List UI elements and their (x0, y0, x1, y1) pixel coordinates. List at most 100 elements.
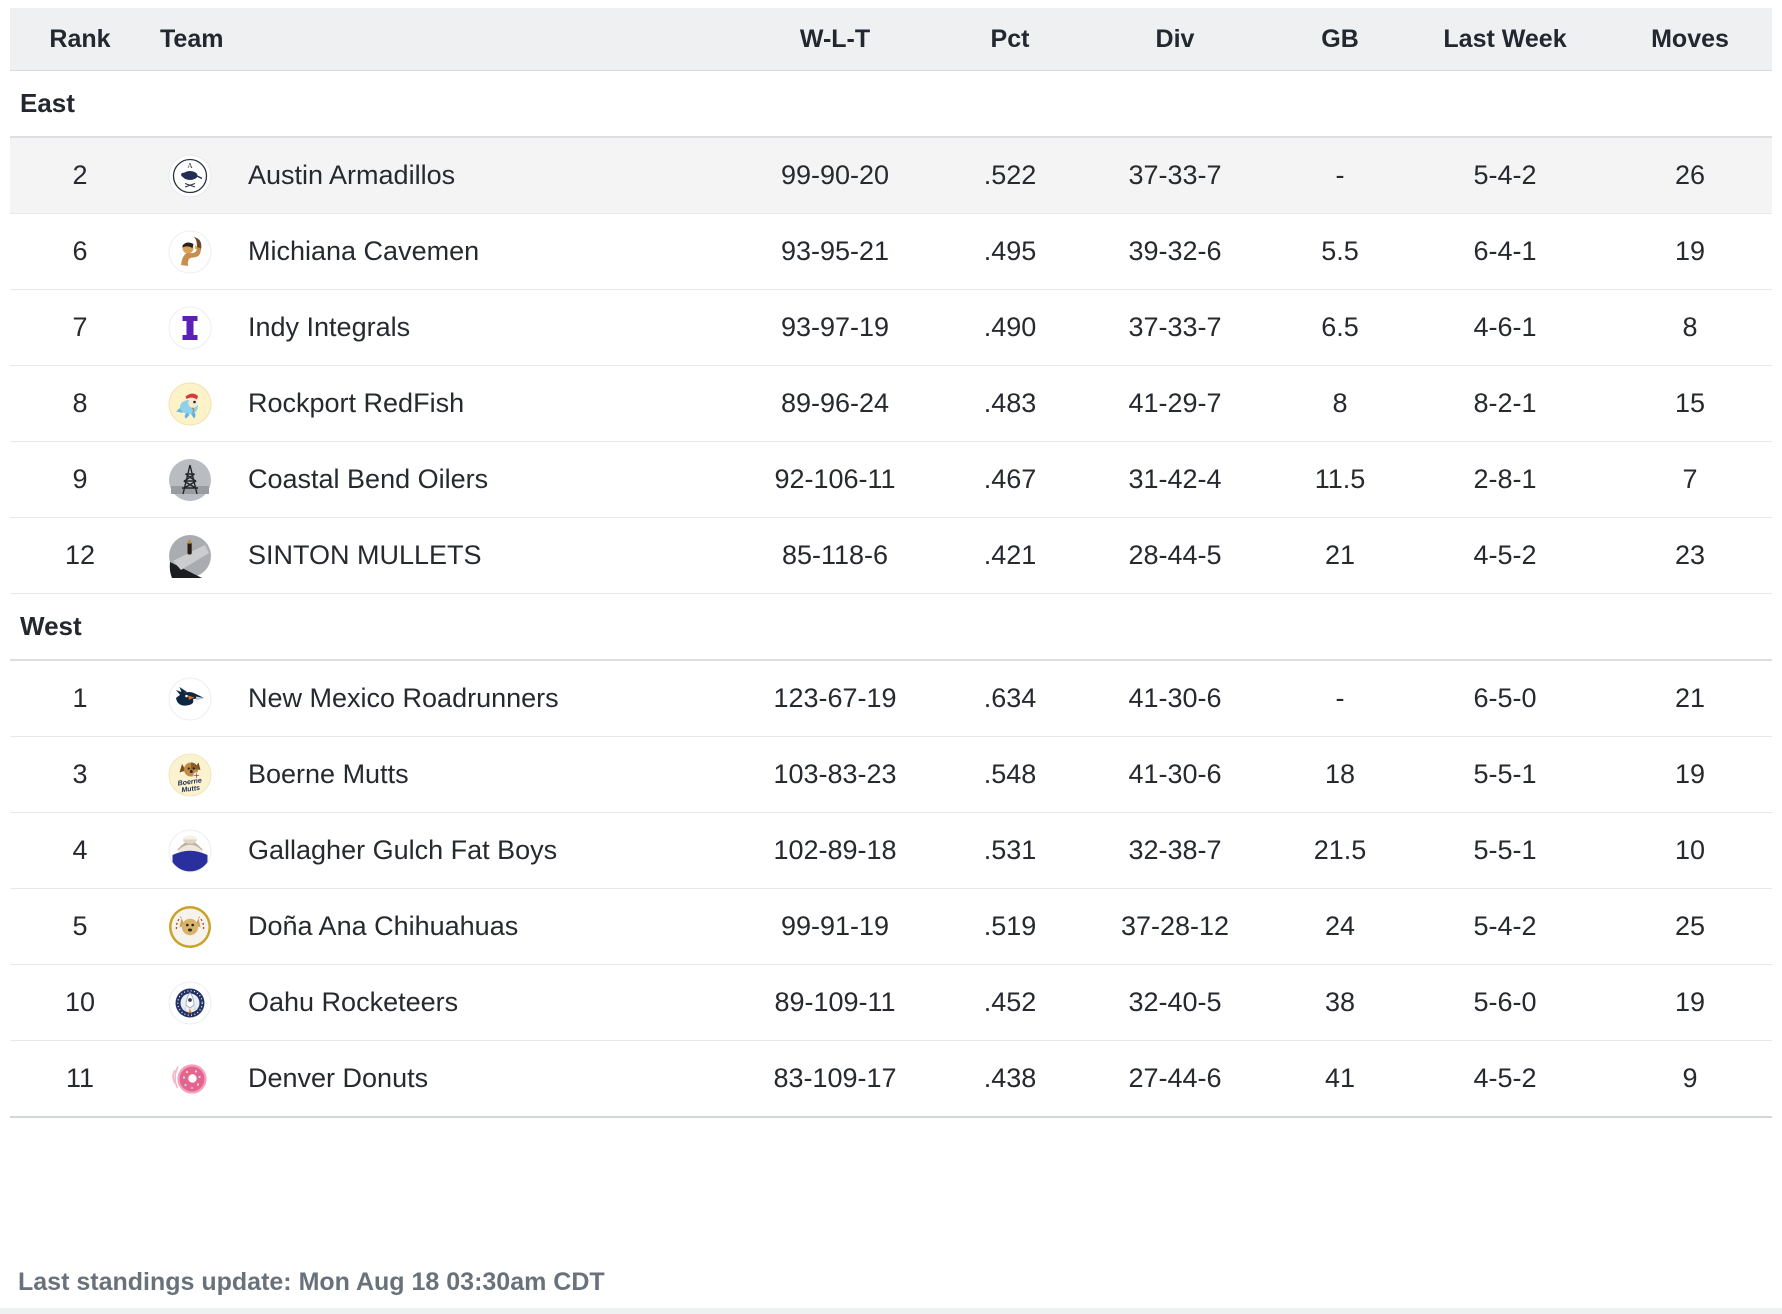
team-name-link[interactable]: Indy Integrals (248, 312, 411, 342)
team-name-link[interactable]: Austin Armadillos (248, 160, 456, 190)
moves-cell: 19 (1674, 236, 1706, 266)
team-name-link[interactable]: Gallagher Gulch Fat Boys (248, 835, 558, 865)
team-name-link[interactable]: Michiana Cavemen (248, 236, 480, 266)
team-rank: 1 (72, 683, 88, 713)
wlt-cell: 92-106-11 (774, 464, 896, 494)
team-name-link[interactable]: Oahu Rocketeers (248, 987, 459, 1017)
team-cell: Michiana Cavemen (150, 230, 722, 274)
wlt-cell: 93-95-21 (780, 236, 890, 266)
team-name-link[interactable]: Denver Donuts (248, 1063, 429, 1093)
gb-cell: - (1335, 683, 1345, 713)
last-update-text: Last standings update: Mon Aug 18 03:30a… (18, 1268, 605, 1296)
armadillos-logo[interactable]: A (168, 154, 212, 198)
svg-text:Mutts: Mutts (181, 784, 201, 794)
moves-cell: 9 (1682, 1063, 1698, 1093)
div-cell: 41-29-7 (1128, 388, 1222, 418)
rocketeers-logo[interactable] (168, 981, 212, 1025)
team-row: 6 Michiana Cavemen 93-95-21 .495 39-32-6 5.5 6… (10, 214, 1772, 290)
svg-text:Boerne: Boerne (177, 777, 202, 787)
chihuahuas-logo[interactable] (168, 905, 212, 949)
last-week-cell: 4-5-2 (1473, 1063, 1537, 1093)
fat-boys-logo[interactable] (168, 829, 212, 873)
gb-cell: 5.5 (1321, 236, 1359, 266)
svg-text:A: A (187, 161, 193, 170)
wlt-cell: 123-67-19 (773, 683, 897, 713)
column-header-rank: Rank (49, 24, 111, 53)
team-row: 9 Coastal Bend Oilers 92-106-11 .467 31-42-4… (10, 442, 1772, 518)
pct-cell: .634 (983, 683, 1037, 713)
gb-cell: 38 (1324, 987, 1356, 1017)
gb-cell: 41 (1324, 1063, 1356, 1093)
wlt-cell: 83-109-17 (773, 1063, 897, 1093)
division-header-row: West (10, 594, 1772, 661)
wlt-cell: 102-89-18 (773, 835, 897, 865)
team-row: 1 New Mexico Roadrunners 123-67-19 .634 41-3… (10, 661, 1772, 737)
donuts-logo[interactable] (168, 1057, 212, 1101)
pct-cell: .531 (983, 835, 1037, 865)
team-name-link[interactable]: Doña Ana Chihuahuas (248, 911, 519, 941)
moves-cell: 8 (1682, 312, 1698, 342)
div-cell: 27-44-6 (1128, 1063, 1222, 1093)
wlt-cell: 103-83-23 (773, 759, 897, 789)
last-week-cell: 2-8-1 (1473, 464, 1537, 494)
moves-cell: 26 (1674, 160, 1706, 190)
team-cell: SINTON MULLETS (150, 534, 722, 578)
team-rank: 2 (72, 160, 88, 190)
last-week-cell: 4-5-2 (1473, 540, 1537, 570)
team-name-link[interactable]: New Mexico Roadrunners (248, 683, 559, 713)
mullets-logo[interactable] (168, 534, 212, 578)
div-cell: 37-28-12 (1120, 911, 1230, 941)
wlt-cell: 93-97-19 (780, 312, 890, 342)
team-name-link[interactable]: Rockport RedFish (248, 388, 465, 418)
moves-cell: 21 (1674, 683, 1706, 713)
div-cell: 32-40-5 (1128, 987, 1222, 1017)
gb-cell: 21.5 (1313, 835, 1367, 865)
div-cell: 32-38-7 (1128, 835, 1222, 865)
pct-cell: .421 (983, 540, 1037, 570)
last-week-cell: 5-6-0 (1473, 987, 1537, 1017)
redfish-logo[interactable] (168, 382, 212, 426)
mutts-logo[interactable]: Boerne Mutts (168, 753, 212, 797)
division-name: East (20, 88, 75, 118)
column-header-pct: Pct (990, 24, 1030, 53)
team-cell: Rockport RedFish (150, 382, 722, 426)
last-week-cell: 6-5-0 (1473, 683, 1537, 713)
pct-cell: .522 (983, 160, 1037, 190)
last-week-cell: 6-4-1 (1473, 236, 1537, 266)
pct-cell: .490 (983, 312, 1037, 342)
wlt-cell: 99-91-19 (780, 911, 890, 941)
cavemen-logo[interactable] (168, 230, 212, 274)
pct-cell: .452 (983, 987, 1037, 1017)
team-rank: 8 (72, 388, 88, 418)
column-header-moves: Moves (1651, 24, 1729, 53)
div-cell: 37-33-7 (1128, 160, 1222, 190)
moves-cell: 15 (1674, 388, 1706, 418)
team-rank: 12 (64, 540, 96, 570)
team-row: 11 Denver Donuts 83-109-17 .438 27-44-6 41 4-5… (10, 1041, 1772, 1118)
gb-cell: 11.5 (1314, 464, 1366, 494)
bottom-divider (0, 1308, 1782, 1314)
team-cell: Oahu Rocketeers (150, 981, 722, 1025)
team-name-link[interactable]: SINTON MULLETS (248, 540, 482, 570)
team-rank: 3 (72, 759, 88, 789)
division-header-row: East (10, 71, 1772, 138)
pct-cell: .438 (983, 1063, 1037, 1093)
gb-cell: - (1335, 160, 1345, 190)
team-name-link[interactable]: Boerne Mutts (248, 759, 409, 789)
team-rank: 11 (65, 1063, 95, 1093)
integrals-logo[interactable] (168, 306, 212, 350)
roadrunners-logo[interactable] (168, 677, 212, 721)
team-cell: Denver Donuts (150, 1057, 722, 1101)
column-header-wlt: W-L-T (799, 24, 871, 53)
team-rank: 4 (72, 835, 88, 865)
pct-cell: .548 (983, 759, 1037, 789)
pct-cell: .467 (983, 464, 1037, 494)
wlt-cell: 99-90-20 (780, 160, 890, 190)
pct-cell: .495 (983, 236, 1037, 266)
div-cell: 41-30-6 (1128, 759, 1222, 789)
oilers-logo[interactable] (168, 458, 212, 502)
team-rank: 10 (64, 987, 96, 1017)
team-row: 3 Boerne Mutts Boerne Mutts 103-83-23.548 41-… (10, 737, 1772, 813)
team-name-link[interactable]: Coastal Bend Oilers (248, 464, 489, 494)
moves-cell: 23 (1674, 540, 1706, 570)
